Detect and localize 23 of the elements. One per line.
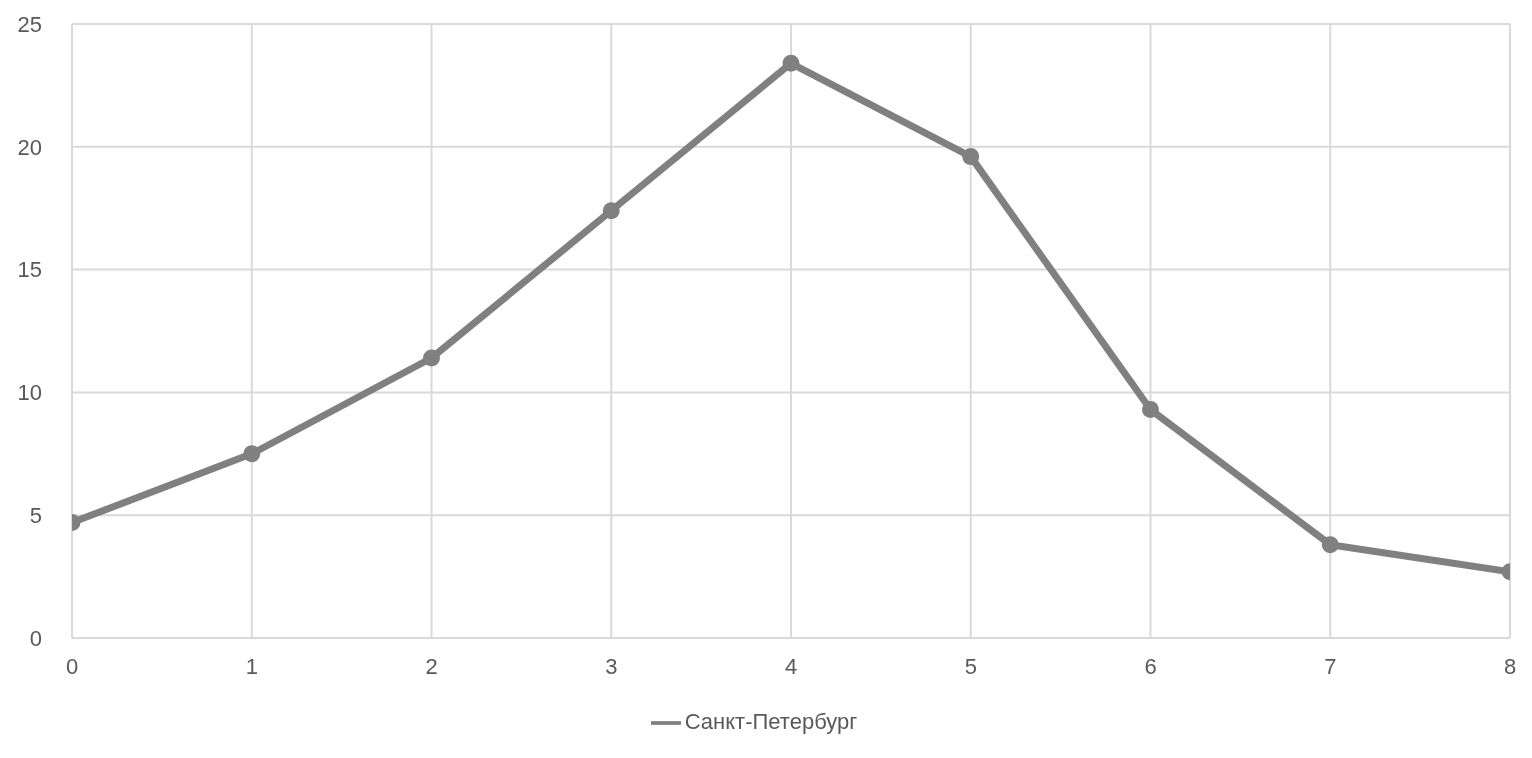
y-tick-label: 5: [29, 503, 42, 529]
x-tick-label: 0: [65, 653, 79, 679]
point: [1142, 401, 1159, 419]
x-tick-label: 5: [964, 653, 977, 679]
y-tick-label: 25: [17, 11, 42, 37]
y-tick-label: 20: [17, 134, 42, 160]
legend-label: Санкт-Петербург: [684, 708, 858, 734]
x-tick-label: 7: [1324, 653, 1337, 679]
y-tick-label: 0: [29, 625, 42, 651]
point: [782, 54, 800, 72]
x-tick-label: 6: [1144, 653, 1157, 679]
point: [1321, 536, 1339, 554]
y-tick-label: 10: [17, 380, 42, 406]
point: [243, 445, 261, 463]
x-tick-label: 1: [245, 653, 258, 679]
y-tick-label: 15: [17, 257, 42, 283]
x-tick-label: 8: [1503, 653, 1517, 679]
x-tick-label: 3: [605, 653, 618, 679]
point: [602, 202, 620, 220]
x-tick-label: 4: [784, 653, 798, 679]
point: [962, 148, 980, 166]
point: [423, 349, 440, 367]
x-tick-label: 2: [425, 653, 438, 679]
